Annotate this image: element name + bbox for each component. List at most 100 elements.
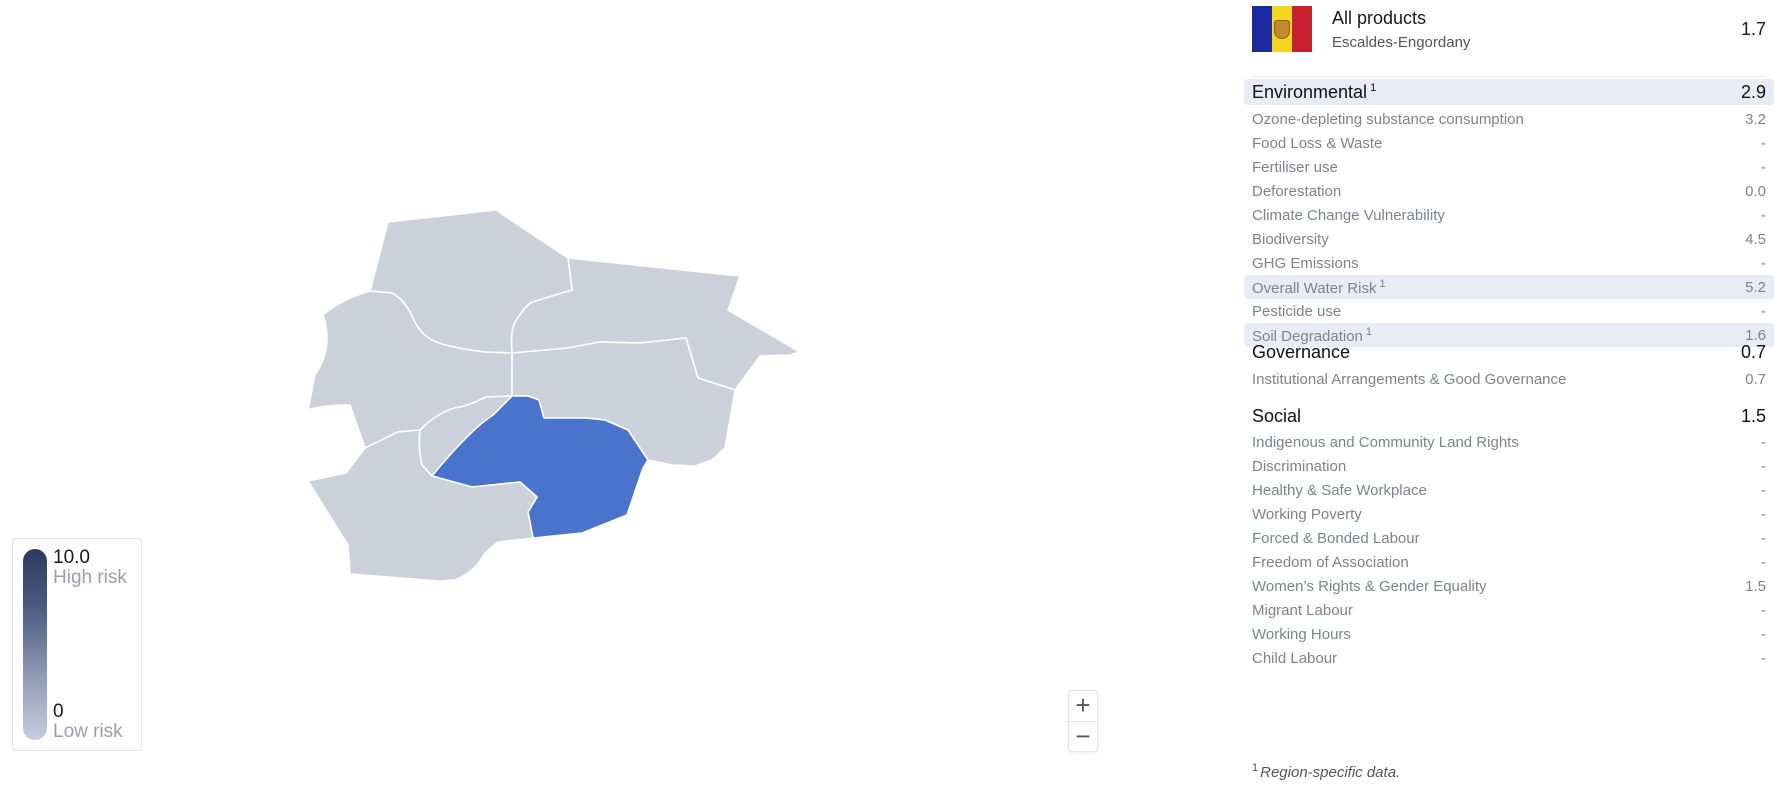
risk-item-label: Biodiversity [1252,231,1329,248]
region-detail-panel: All products Escaldes-Engordany 1.7 Envi… [1244,0,1774,797]
risk-item-row[interactable]: Forced & Bonded Labour - [1244,526,1774,550]
risk-item-label: Working Poverty [1252,506,1362,523]
risk-item-row[interactable]: Pesticide use - [1244,299,1774,323]
risk-item-name: Biodiversity [1252,230,1329,248]
risk-item-name: Discrimination [1252,457,1347,475]
legend-gradient-bar [23,549,47,740]
section-label: Environmental 1 [1252,82,1376,103]
risk-item-value: 5.2 [1745,278,1766,296]
risk-item-name: Ozone-depleting substance consumption [1252,110,1524,128]
risk-item-value: - [1761,457,1766,475]
section-score: 0.7 [1740,341,1766,362]
risk-item-value: - [1761,158,1766,176]
risk-item-row[interactable]: Healthy & Safe Workplace - [1244,478,1774,502]
andorra-map[interactable] [0,0,1230,797]
region-name: Escaldes-Engordany [1332,34,1471,51]
risk-item-name: Forced & Bonded Labour [1252,529,1420,547]
section-social[interactable]: Social 1.5 [1244,403,1774,429]
risk-item-name: Climate Change Vulnerability [1252,206,1445,224]
risk-item-label: Food Loss & Waste [1252,135,1382,152]
risk-item-row[interactable]: Women’s Rights & Gender Equality 1.5 [1244,574,1774,598]
section-name: Governance [1252,341,1351,362]
risk-item-row[interactable]: Soil Degradation 1 1.6 [1244,323,1774,347]
risk-item-name: Freedom of Association [1252,553,1409,571]
risk-item-label: Forced & Bonded Labour [1252,530,1420,547]
risk-item-row[interactable]: Food Loss & Waste - [1244,131,1774,155]
risk-item-label: GHG Emissions [1252,255,1359,272]
risk-item-label: Child Labour [1252,650,1337,667]
zoom-out-button[interactable]: − [1069,721,1097,752]
risk-item-row[interactable]: Discrimination - [1244,454,1774,478]
overall-score: 1.7 [1740,19,1766,39]
risk-item-value: - [1761,481,1766,499]
risk-item-row[interactable]: Ozone-depleting substance consumption 3.2 [1244,107,1774,131]
section-score: 2.9 [1740,81,1766,102]
risk-item-row[interactable]: Deforestation 0.0 [1244,179,1774,203]
andorra-flag-icon [1252,6,1312,52]
region-specific-marker: 1 [1379,277,1386,290]
section-name: Social [1252,405,1302,426]
risk-item-label: Migrant Labour [1252,602,1353,619]
region-header: All products Escaldes-Engordany 1.7 [1252,6,1766,54]
risk-item-value: 0.7 [1745,370,1766,388]
region-specific-marker: 1 [1365,325,1373,338]
risk-item-value: - [1761,206,1766,224]
risk-item-row[interactable]: Biodiversity 4.5 [1244,227,1774,251]
risk-item-value: - [1761,302,1766,320]
risk-item-name: GHG Emissions [1252,254,1359,272]
divider [1252,76,1766,77]
risk-item-label: Institutional Arrangements & Good Govern… [1252,371,1566,388]
risk-item-label: Healthy & Safe Workplace [1252,482,1427,499]
risk-item-label: Climate Change Vulnerability [1252,207,1445,224]
legend-max-value: 10.0 [53,547,90,568]
risk-item-row[interactable]: Child Labour - [1244,646,1774,670]
risk-item-name: Deforestation [1252,182,1342,200]
risk-item-name: Indigenous and Community Land Rights [1252,433,1519,451]
zoom-controls: + − [1068,690,1098,752]
risk-item-row[interactable]: GHG Emissions - [1244,251,1774,275]
footnote: 1 Region-specific data. [1252,762,1400,781]
risk-item-row[interactable]: Working Poverty - [1244,502,1774,526]
risk-item-value: - [1761,254,1766,272]
risk-item-name: Women’s Rights & Gender Equality [1252,577,1487,595]
risk-item-value: - [1761,134,1766,152]
risk-item-name: Child Labour [1252,649,1338,667]
risk-item-value: 3.2 [1745,110,1766,128]
risk-item-label: Soil Degradation 1 [1252,326,1372,345]
legend-min-value: 0 [53,701,64,722]
risk-item-label: Ozone-depleting substance consumption [1252,111,1524,128]
risk-item-name: Working Hours [1252,625,1351,643]
risk-item-value: - [1761,505,1766,523]
section-score: 1.5 [1740,405,1766,426]
risk-item-row[interactable]: Migrant Labour - [1244,598,1774,622]
risk-item-label: Deforestation [1252,183,1341,200]
zoom-in-button[interactable]: + [1075,690,1091,720]
risk-item-name: Migrant Labour [1252,601,1353,619]
risk-item-label: Indigenous and Community Land Rights [1252,434,1519,451]
footnote-text: Region-specific data. [1260,764,1401,781]
coat-of-arms-icon [1274,20,1290,39]
risk-item-label: Fertiliser use [1252,159,1338,176]
risk-item-name: Institutional Arrangements & Good Govern… [1252,370,1567,388]
region-sant-julia-de-loria[interactable] [307,429,538,582]
risk-legend: 10.0 High risk 0 Low risk [12,538,142,751]
legend-max-label: High risk [53,567,127,588]
risk-item-row[interactable]: Freedom of Association - [1244,550,1774,574]
risk-item-label: Overall Water Risk 1 [1252,278,1386,297]
risk-item-row[interactable]: Climate Change Vulnerability - [1244,203,1774,227]
risk-item-value: 0.0 [1745,182,1766,200]
risk-item-label: Discrimination [1252,458,1346,475]
risk-item-row[interactable]: Fertiliser use - [1244,155,1774,179]
risk-item-label: Pesticide use [1252,303,1341,320]
section-environmental[interactable]: Environmental 1 2.9 [1244,79,1774,105]
section-governance[interactable]: Governance 0.7 [1244,339,1774,365]
risk-item-row[interactable]: Institutional Arrangements & Good Govern… [1244,367,1774,391]
risk-item-value: - [1761,625,1766,643]
footnote-marker: 1 [1252,762,1259,774]
risk-item-row[interactable]: Indigenous and Community Land Rights - [1244,430,1774,454]
risk-item-name: Soil Degradation [1252,327,1363,345]
map-area[interactable]: 10.0 High risk 0 Low risk + − [0,0,1230,797]
risk-item-row[interactable]: Working Hours - [1244,622,1774,646]
risk-item-row[interactable]: Overall Water Risk 1 5.2 [1244,275,1774,299]
risk-item-name: Working Poverty [1252,505,1362,523]
